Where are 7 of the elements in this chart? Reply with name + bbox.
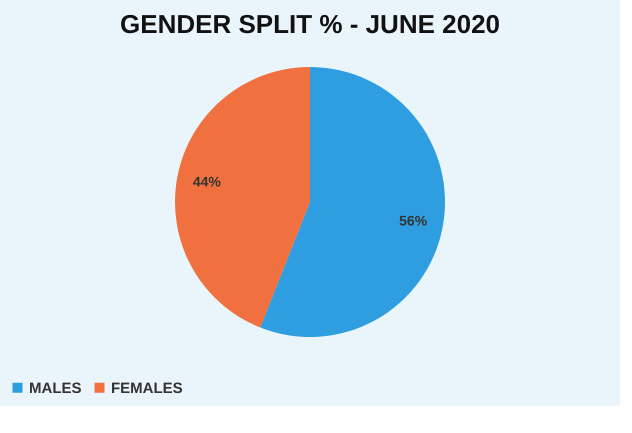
- legend-label: MALES: [29, 380, 82, 397]
- data-label: 56%: [399, 212, 428, 229]
- pie-slice: [175, 67, 310, 328]
- data-label: 44%: [192, 173, 222, 190]
- pie-slice: [260, 67, 445, 337]
- chart-title: GENDER SPLIT % - JUNE 2020: [120, 9, 500, 39]
- legend-label: FEMALES: [111, 380, 183, 397]
